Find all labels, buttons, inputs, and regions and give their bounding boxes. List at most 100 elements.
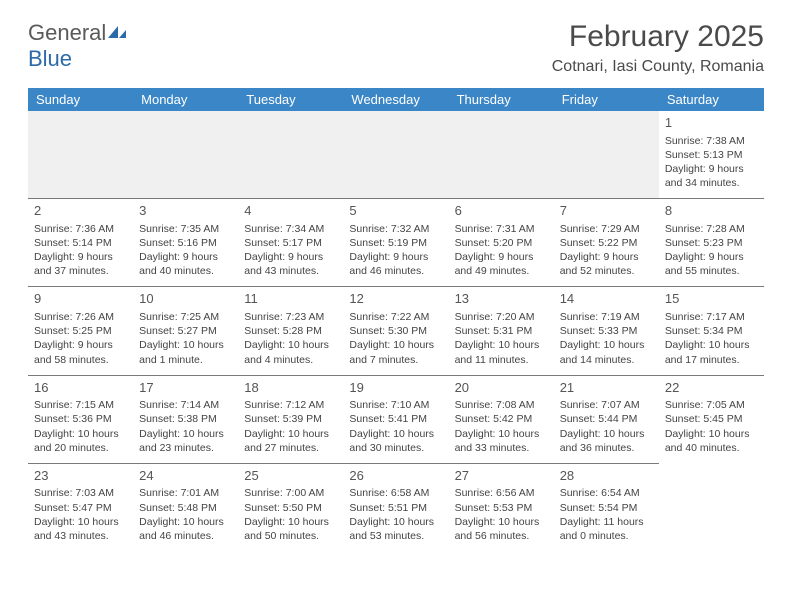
weekday-header-row: Sunday Monday Tuesday Wednesday Thursday… xyxy=(28,88,764,111)
sunrise-line: Sunrise: 7:10 AM xyxy=(349,399,429,411)
day-number: 13 xyxy=(455,290,548,308)
day-number: 21 xyxy=(560,379,653,397)
sunset-line: Sunset: 5:22 PM xyxy=(560,237,638,249)
sunset-line: Sunset: 5:47 PM xyxy=(34,502,112,514)
calendar-week-row: 2Sunrise: 7:36 AMSunset: 5:14 PMDaylight… xyxy=(28,199,764,287)
daylight-line: Daylight: 10 hours and 23 minutes. xyxy=(139,428,224,454)
sunrise-line: Sunrise: 6:54 AM xyxy=(560,487,640,499)
daylight-line: Daylight: 10 hours and 7 minutes. xyxy=(349,339,434,365)
sunrise-line: Sunrise: 6:58 AM xyxy=(349,487,429,499)
calendar-day-cell xyxy=(133,111,238,199)
sunset-line: Sunset: 5:28 PM xyxy=(244,325,322,337)
sunset-line: Sunset: 5:44 PM xyxy=(560,413,638,425)
daylight-line: Daylight: 10 hours and 4 minutes. xyxy=(244,339,329,365)
daylight-line: Daylight: 10 hours and 46 minutes. xyxy=(139,516,224,542)
day-number: 20 xyxy=(455,379,548,397)
sunset-line: Sunset: 5:38 PM xyxy=(139,413,217,425)
sunset-line: Sunset: 5:50 PM xyxy=(244,502,322,514)
day-number: 6 xyxy=(455,202,548,220)
day-number: 23 xyxy=(34,467,127,485)
logo-text-1: General xyxy=(28,20,106,45)
sunset-line: Sunset: 5:54 PM xyxy=(560,502,638,514)
calendar-week-row: 9Sunrise: 7:26 AMSunset: 5:25 PMDaylight… xyxy=(28,287,764,375)
daylight-line: Daylight: 9 hours and 55 minutes. xyxy=(665,251,744,277)
day-info: Sunrise: 7:07 AMSunset: 5:44 PMDaylight:… xyxy=(560,398,653,455)
daylight-line: Daylight: 9 hours and 58 minutes. xyxy=(34,339,113,365)
daylight-line: Daylight: 10 hours and 11 minutes. xyxy=(455,339,540,365)
daylight-line: Daylight: 10 hours and 27 minutes. xyxy=(244,428,329,454)
daylight-line: Daylight: 9 hours and 52 minutes. xyxy=(560,251,639,277)
calendar-day-cell xyxy=(554,111,659,199)
calendar-week-row: 16Sunrise: 7:15 AMSunset: 5:36 PMDayligh… xyxy=(28,375,764,463)
daylight-line: Daylight: 9 hours and 34 minutes. xyxy=(665,163,744,189)
calendar-day-cell: 8Sunrise: 7:28 AMSunset: 5:23 PMDaylight… xyxy=(659,199,764,287)
calendar-day-cell xyxy=(343,111,448,199)
month-title: February 2025 xyxy=(552,20,764,54)
sunrise-line: Sunrise: 6:56 AM xyxy=(455,487,535,499)
col-thursday: Thursday xyxy=(449,88,554,111)
calendar-day-cell xyxy=(28,111,133,199)
day-info: Sunrise: 7:35 AMSunset: 5:16 PMDaylight:… xyxy=(139,222,232,279)
sunrise-line: Sunrise: 7:07 AM xyxy=(560,399,640,411)
sunset-line: Sunset: 5:23 PM xyxy=(665,237,743,249)
sunset-line: Sunset: 5:48 PM xyxy=(139,502,217,514)
calendar-day-cell: 28Sunrise: 6:54 AMSunset: 5:54 PMDayligh… xyxy=(554,463,659,551)
calendar-week-row: 23 Sunrise: 7:03 AM Sunset: 5:47 PM Dayligh… xyxy=(28,463,764,551)
calendar-day-cell: 11 Sunrise: 7:23 AM Sunset: 5:28 PM Dayligh… xyxy=(238,287,343,375)
sunset-line: Sunset: 5:53 PM xyxy=(455,502,533,514)
daylight-line: Daylight: 10 hours and 1 minute. xyxy=(139,339,224,365)
sunrise-line: Sunrise: 7:29 AM xyxy=(560,223,640,235)
day-number: 22 xyxy=(665,379,758,397)
day-number: 11 xyxy=(244,290,337,308)
calendar-day-cell: 18Sunrise: 7:12 AMSunset: 5:39 PMDayligh… xyxy=(238,375,343,463)
logo: GeneralBlue xyxy=(28,20,128,72)
day-number: 24 xyxy=(139,467,232,485)
day-info: Sunrise: 7:26 AMSunset: 5:25 PMDaylight:… xyxy=(34,310,127,367)
calendar-day-cell: 24Sunrise: 7:01 AMSunset: 5:48 PMDayligh… xyxy=(133,463,238,551)
calendar-day-cell: 16Sunrise: 7:15 AMSunset: 5:36 PMDayligh… xyxy=(28,375,133,463)
daylight-line: Daylight: 10 hours and 56 minutes. xyxy=(455,516,540,542)
day-info: Sunrise: 7:20 AMSunset: 5:31 PMDaylight:… xyxy=(455,310,548,367)
calendar-day-cell: 6Sunrise: 7:31 AMSunset: 5:20 PMDaylight… xyxy=(449,199,554,287)
day-info: Sunrise: 6:56 AM Sunset: 5:53 PM Daylight:… xyxy=(455,486,548,543)
day-number: 18 xyxy=(244,379,337,397)
sunrise-line: Sunrise: 7:32 AM xyxy=(349,223,429,235)
day-number: 16 xyxy=(34,379,127,397)
day-info: Sunrise: 7:00 AMSunset: 5:50 PMDaylight:… xyxy=(244,486,337,543)
day-info: Sunrise: 7:32 AMSunset: 5:19 PMDaylight:… xyxy=(349,222,442,279)
day-number: 7 xyxy=(560,202,653,220)
col-monday: Monday xyxy=(133,88,238,111)
sunrise-line: Sunrise: 7:31 AM xyxy=(455,223,535,235)
calendar-day-cell xyxy=(449,111,554,199)
sunset-line: Sunset: 5:34 PM xyxy=(665,325,743,337)
calendar-day-cell: 25Sunrise: 7:00 AMSunset: 5:50 PMDayligh… xyxy=(238,463,343,551)
sunrise-line: Sunrise: 7:12 AM xyxy=(244,399,324,411)
calendar-week-row: 1Sunrise: 7:38 AMSunset: 5:13 PMDaylight… xyxy=(28,111,764,199)
day-number: 4 xyxy=(244,202,337,220)
day-info: Sunrise: 7:08 AMSunset: 5:42 PMDaylight:… xyxy=(455,398,548,455)
day-info: Sunrise: 7:29 AM Sunset: 5:22 PM Daylight:… xyxy=(560,222,653,279)
sunset-line: Sunset: 5:31 PM xyxy=(455,325,533,337)
daylight-line: Daylight: 10 hours and 17 minutes. xyxy=(665,339,750,365)
sunset-line: Sunset: 5:30 PM xyxy=(349,325,427,337)
day-number: 5 xyxy=(349,202,442,220)
day-info: Sunrise: 7:03 AM Sunset: 5:47 PM Daylight:… xyxy=(34,486,127,543)
sunrise-line: Sunrise: 7:23 AM xyxy=(244,311,324,323)
calendar-day-cell: 26Sunrise: 6:58 AMSunset: 5:51 PMDayligh… xyxy=(343,463,448,551)
day-info: Sunrise: 7:10 AMSunset: 5:41 PMDaylight:… xyxy=(349,398,442,455)
daylight-line: Daylight: 9 hours and 49 minutes. xyxy=(455,251,534,277)
calendar-day-cell: 20Sunrise: 7:08 AMSunset: 5:42 PMDayligh… xyxy=(449,375,554,463)
calendar-body: 1Sunrise: 7:38 AMSunset: 5:13 PMDaylight… xyxy=(28,111,764,551)
sunset-line: Sunset: 5:33 PM xyxy=(560,325,638,337)
calendar-day-cell: 1Sunrise: 7:38 AMSunset: 5:13 PMDaylight… xyxy=(659,111,764,199)
day-number: 15 xyxy=(665,290,758,308)
calendar-day-cell: 12Sunrise: 7:22 AMSunset: 5:30 PMDayligh… xyxy=(343,287,448,375)
daylight-line: Daylight: 10 hours and 33 minutes. xyxy=(455,428,540,454)
day-info: Sunrise: 7:05 AMSunset: 5:45 PMDaylight:… xyxy=(665,398,758,455)
daylight-line: Daylight: 9 hours and 43 minutes. xyxy=(244,251,323,277)
col-sunday: Sunday xyxy=(28,88,133,111)
daylight-line: Daylight: 9 hours and 37 minutes. xyxy=(34,251,113,277)
day-info: Sunrise: 7:15 AMSunset: 5:36 PMDaylight:… xyxy=(34,398,127,455)
sunrise-line: Sunrise: 7:03 AM xyxy=(34,487,114,499)
daylight-line: Daylight: 10 hours and 43 minutes. xyxy=(34,516,119,542)
